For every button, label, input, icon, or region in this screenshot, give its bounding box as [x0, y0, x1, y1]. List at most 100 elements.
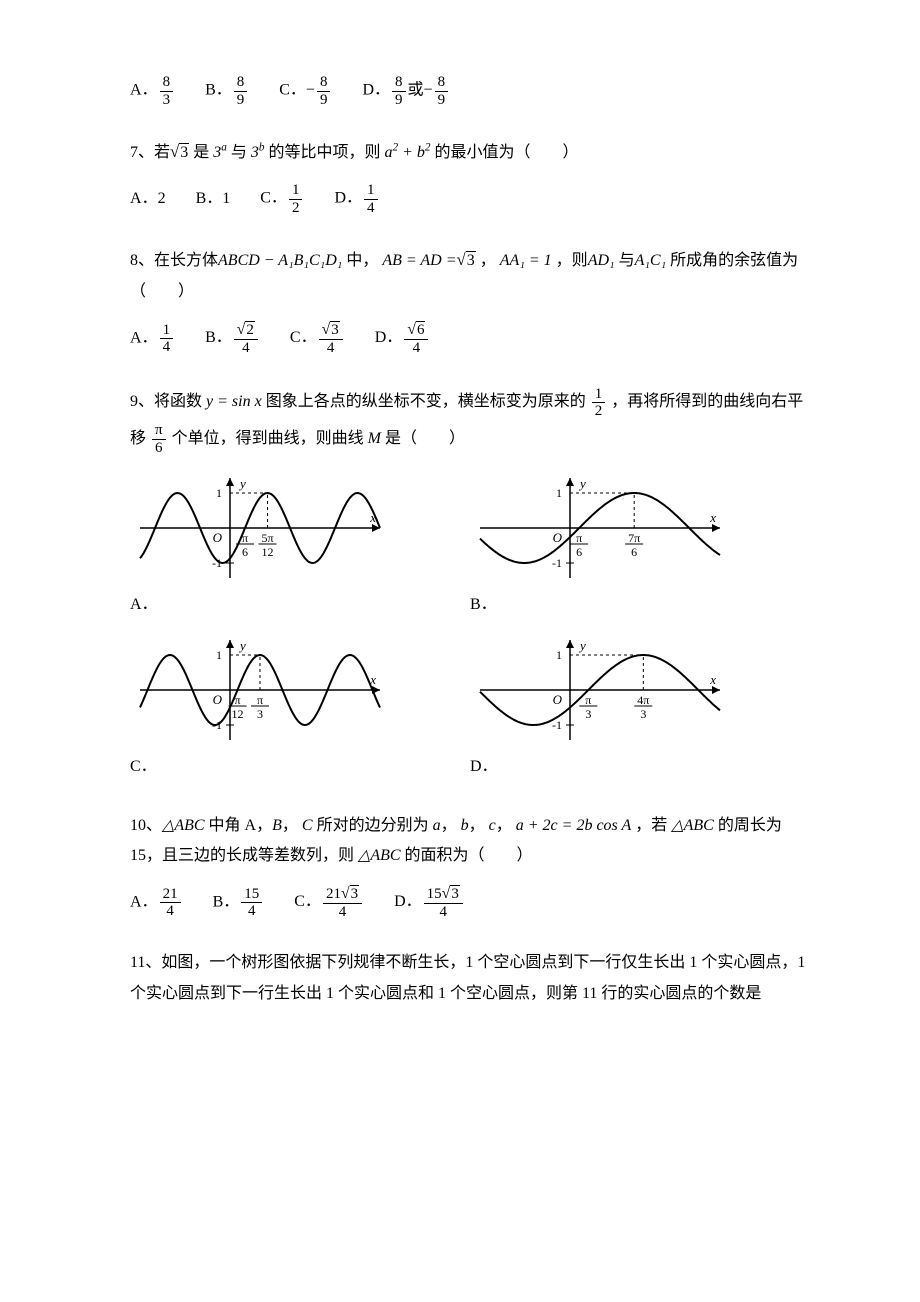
- radicand: 3: [179, 143, 189, 161]
- option-C: C．−89: [279, 74, 332, 108]
- svg-text:6: 6: [631, 545, 637, 559]
- text: 所对的边分别为: [317, 817, 429, 834]
- frac-num: 213: [323, 885, 362, 904]
- frac-num: 8: [392, 74, 406, 92]
- option-label: D．: [470, 752, 770, 782]
- svg-text:-1: -1: [212, 556, 222, 570]
- svg-text:12: 12: [231, 707, 243, 721]
- eq: AB = AD =: [382, 252, 456, 269]
- text: 9、将函数: [130, 393, 202, 410]
- text: 图象上各点的纵坐标不变，横坐标变为原来的: [266, 393, 586, 410]
- triangle: △ABC: [671, 817, 714, 834]
- option-label: C．: [130, 752, 430, 782]
- option-B: B．24: [205, 321, 260, 356]
- frac-den: 4: [160, 339, 174, 356]
- options-row: A．214 B．154 C．2134 D．1534: [130, 885, 810, 920]
- svg-text:1: 1: [556, 648, 562, 662]
- radicand: 2: [245, 321, 255, 338]
- text: 的等比中项，则: [268, 144, 380, 161]
- frac-num: 8: [160, 74, 174, 92]
- frac-num: 1: [592, 386, 606, 404]
- option-C: C．12: [260, 182, 304, 216]
- svg-text:O: O: [213, 530, 223, 545]
- svg-text:3: 3: [640, 707, 646, 721]
- text: ，: [282, 817, 298, 834]
- frac-num: 1: [364, 182, 378, 200]
- graph-svg: Oxy1-1π34π3: [470, 630, 730, 750]
- frac-num: 1: [289, 182, 303, 200]
- svg-text:O: O: [553, 530, 563, 545]
- line: AD₁: [588, 252, 615, 269]
- radicand: 3: [350, 885, 360, 902]
- question-11: 11、如图，一个树形图依据下列规律不断生长，1 个空心圆点到下一行仅生长出 1 …: [130, 948, 810, 1009]
- sqrt: 3: [457, 244, 476, 276]
- function: y = sin x: [206, 393, 262, 410]
- option-C: C．2134: [294, 885, 364, 920]
- frac-den: 4: [424, 904, 463, 921]
- frac-den: 9: [317, 92, 331, 109]
- side: b: [461, 817, 469, 834]
- frac-num: 21: [160, 886, 181, 904]
- option-D: D．89或−89: [362, 74, 450, 108]
- svg-text:3: 3: [585, 707, 591, 721]
- svg-text:-1: -1: [552, 556, 562, 570]
- question-8: 8、在长方体ABCD − A₁B₁C₁D₁ 中， AB = AD =3 ， AA…: [130, 244, 810, 356]
- svg-text:π: π: [257, 693, 263, 707]
- frac-num: 8: [234, 74, 248, 92]
- question-10: 10、△ABC 中角 A，B， C 所对的边分别为 a， b， c， a + 2…: [130, 811, 810, 921]
- svg-text:y: y: [238, 476, 246, 491]
- svg-text:x: x: [369, 510, 376, 525]
- text: 8、在长方体: [130, 252, 218, 269]
- radicand: 6: [416, 321, 426, 338]
- radicand: 3: [450, 885, 460, 902]
- angle: B: [272, 817, 282, 834]
- text: ，则: [556, 252, 588, 269]
- sqrt: 3: [170, 136, 189, 168]
- graph-options: Oxy1-1π65π12 A． Oxy1-1π67π6 B． Oxy1-1π12…: [130, 468, 810, 783]
- svg-text:12: 12: [262, 545, 274, 559]
- svg-text:π: π: [576, 531, 582, 545]
- graph-svg: Oxy1-1π12π3: [130, 630, 390, 750]
- stem: 9、将函数 y = sin x 图象上各点的纵坐标不变，横坐标变为原来的 12 …: [130, 384, 810, 458]
- power: 3a: [213, 144, 227, 161]
- option-A: A．83: [130, 74, 175, 108]
- radicand: 3: [466, 251, 476, 269]
- svg-text:4π: 4π: [637, 693, 649, 707]
- text: 的面积为（ ）: [405, 847, 533, 864]
- svg-text:x: x: [709, 672, 716, 687]
- frac-den: 3: [160, 92, 174, 109]
- option-A: A．2: [130, 184, 166, 214]
- text: 中，: [346, 252, 378, 269]
- frac-num: 153: [424, 885, 463, 904]
- value: 2: [158, 190, 166, 207]
- svg-text:6: 6: [242, 545, 248, 559]
- stem: 11、如图，一个树形图依据下列规律不断生长，1 个空心圆点到下一行仅生长出 1 …: [130, 948, 810, 1009]
- svg-text:-1: -1: [212, 718, 222, 732]
- frac-den: 2: [592, 403, 606, 420]
- graph-option-A: Oxy1-1π65π12 A．: [130, 468, 430, 620]
- text: ，若: [635, 817, 667, 834]
- graph-svg: Oxy1-1π67π6: [470, 468, 730, 588]
- expr: a2 + b2: [384, 144, 430, 161]
- svg-text:y: y: [578, 476, 586, 491]
- join-text: 或: [408, 82, 424, 99]
- frac-num: 6: [404, 321, 428, 340]
- text: 7、若: [130, 144, 170, 161]
- power: 3b: [251, 144, 265, 161]
- frac-num: 8: [435, 74, 449, 92]
- svg-text:x: x: [369, 672, 376, 687]
- frac-den: 6: [152, 440, 166, 457]
- text: 是: [193, 144, 209, 161]
- svg-text:π: π: [242, 531, 248, 545]
- svg-text:y: y: [238, 638, 246, 653]
- svg-text:x: x: [709, 510, 716, 525]
- frac-num: 2: [234, 321, 258, 340]
- svg-text:1: 1: [216, 486, 222, 500]
- option-B: B．1: [196, 184, 231, 214]
- base: 3: [251, 144, 259, 161]
- svg-text:O: O: [213, 692, 223, 707]
- text: 与: [619, 252, 635, 269]
- triangle: △ABC: [162, 817, 205, 834]
- svg-text:7π: 7π: [628, 531, 640, 545]
- graph-option-B: Oxy1-1π67π6 B．: [470, 468, 770, 620]
